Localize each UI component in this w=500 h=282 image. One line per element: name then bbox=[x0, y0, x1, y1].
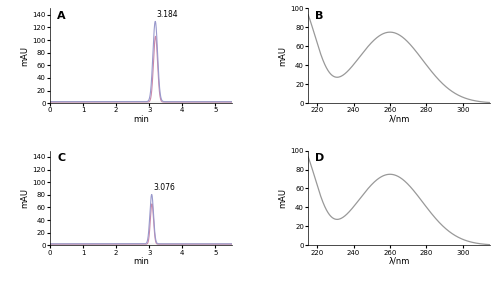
Y-axis label: mAU: mAU bbox=[20, 46, 30, 66]
X-axis label: λ/nm: λ/nm bbox=[388, 257, 410, 266]
Text: C: C bbox=[58, 153, 66, 164]
Text: A: A bbox=[58, 11, 66, 21]
Y-axis label: mAU: mAU bbox=[278, 46, 287, 66]
X-axis label: λ/nm: λ/nm bbox=[388, 115, 410, 124]
Text: D: D bbox=[316, 153, 324, 164]
Text: 3.076: 3.076 bbox=[153, 183, 175, 192]
Text: B: B bbox=[316, 11, 324, 21]
Text: 3.184: 3.184 bbox=[156, 10, 178, 19]
X-axis label: min: min bbox=[133, 257, 149, 266]
X-axis label: min: min bbox=[133, 115, 149, 124]
Y-axis label: mAU: mAU bbox=[278, 188, 287, 208]
Y-axis label: mAU: mAU bbox=[20, 188, 30, 208]
